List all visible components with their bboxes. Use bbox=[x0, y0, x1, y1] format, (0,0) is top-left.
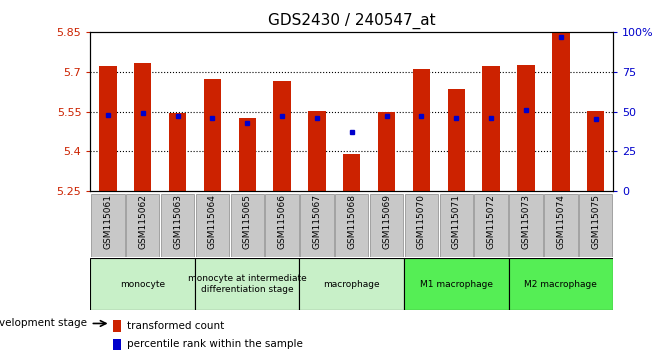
Bar bbox=[474, 194, 508, 257]
Bar bbox=[195, 258, 299, 310]
Text: monocyte: monocyte bbox=[120, 280, 165, 289]
Bar bbox=[517, 65, 535, 191]
Bar bbox=[544, 194, 578, 257]
Text: GSM115073: GSM115073 bbox=[521, 194, 531, 250]
Text: GSM115061: GSM115061 bbox=[103, 194, 113, 250]
Bar bbox=[90, 258, 195, 310]
Bar bbox=[343, 154, 360, 191]
Bar bbox=[299, 258, 404, 310]
Text: GSM115063: GSM115063 bbox=[173, 194, 182, 250]
Bar bbox=[113, 338, 121, 350]
Text: GSM115075: GSM115075 bbox=[591, 194, 600, 250]
Bar bbox=[509, 194, 543, 257]
Bar bbox=[552, 33, 570, 191]
Bar bbox=[482, 67, 500, 191]
Text: GSM115070: GSM115070 bbox=[417, 194, 426, 250]
Bar bbox=[378, 112, 395, 191]
Bar bbox=[239, 118, 256, 191]
Bar bbox=[99, 65, 117, 191]
Bar bbox=[134, 63, 151, 191]
Bar bbox=[126, 194, 159, 257]
Text: macrophage: macrophage bbox=[324, 280, 380, 289]
Bar bbox=[204, 79, 221, 191]
Bar bbox=[230, 194, 264, 257]
Bar bbox=[169, 113, 186, 191]
Bar bbox=[413, 69, 430, 191]
Text: GSM115072: GSM115072 bbox=[486, 194, 496, 249]
Text: percentile rank within the sample: percentile rank within the sample bbox=[127, 339, 303, 349]
Bar bbox=[113, 320, 121, 332]
Bar bbox=[579, 194, 612, 257]
Bar bbox=[405, 194, 438, 257]
Text: GSM115071: GSM115071 bbox=[452, 194, 461, 250]
Text: GSM115065: GSM115065 bbox=[243, 194, 252, 250]
Bar bbox=[196, 194, 229, 257]
Bar bbox=[448, 89, 465, 191]
Bar bbox=[308, 111, 326, 191]
Text: GSM115062: GSM115062 bbox=[138, 194, 147, 249]
Bar bbox=[440, 194, 473, 257]
Bar bbox=[161, 194, 194, 257]
Text: GSM115064: GSM115064 bbox=[208, 194, 217, 249]
Bar bbox=[404, 258, 509, 310]
Title: GDS2430 / 240547_at: GDS2430 / 240547_at bbox=[268, 13, 436, 29]
Bar bbox=[91, 194, 125, 257]
Bar bbox=[300, 194, 334, 257]
Text: M2 macrophage: M2 macrophage bbox=[525, 280, 597, 289]
Text: GSM115069: GSM115069 bbox=[382, 194, 391, 250]
Text: M1 macrophage: M1 macrophage bbox=[420, 280, 492, 289]
Text: GSM115066: GSM115066 bbox=[277, 194, 287, 250]
Bar bbox=[370, 194, 403, 257]
Text: GSM115074: GSM115074 bbox=[556, 194, 565, 249]
Text: transformed count: transformed count bbox=[127, 321, 224, 331]
Text: development stage: development stage bbox=[0, 319, 87, 329]
Bar bbox=[265, 194, 299, 257]
Text: GSM115067: GSM115067 bbox=[312, 194, 322, 250]
Bar bbox=[587, 111, 604, 191]
Bar bbox=[335, 194, 368, 257]
Bar bbox=[509, 258, 613, 310]
Bar bbox=[273, 81, 291, 191]
Text: monocyte at intermediate
differentiation stage: monocyte at intermediate differentiation… bbox=[188, 274, 307, 294]
Text: GSM115068: GSM115068 bbox=[347, 194, 356, 250]
